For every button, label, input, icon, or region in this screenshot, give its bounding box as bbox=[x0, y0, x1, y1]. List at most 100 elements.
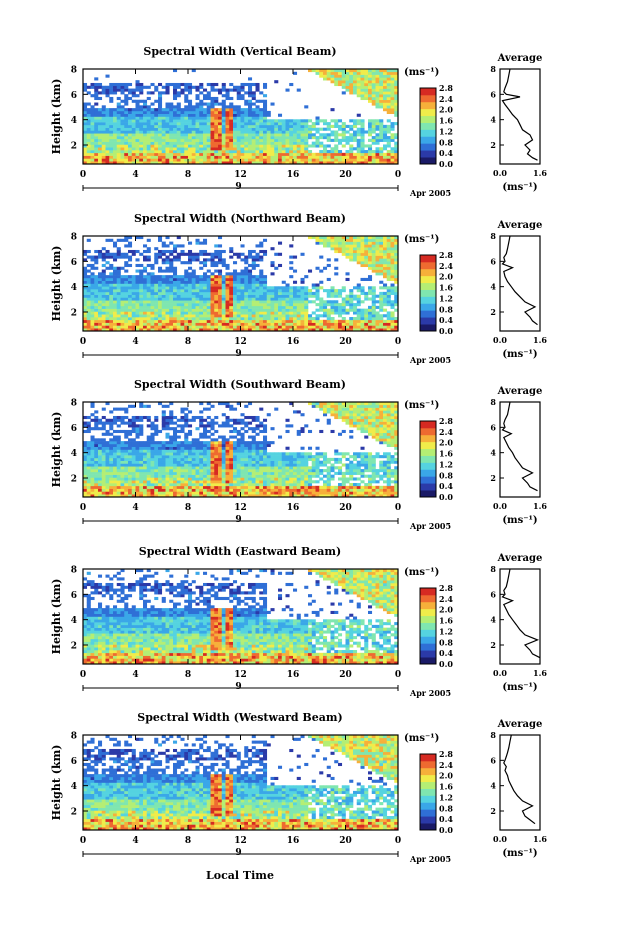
heatmap-cell bbox=[124, 138, 129, 142]
heatmap-cell bbox=[319, 303, 324, 307]
heatmap-cell bbox=[240, 85, 245, 89]
heatmap-cell bbox=[128, 404, 133, 408]
heatmap-cell bbox=[323, 147, 328, 151]
heatmap-cell bbox=[180, 455, 185, 459]
heatmap-cell bbox=[169, 144, 174, 148]
heatmap-cell bbox=[240, 303, 245, 307]
heatmap-cell bbox=[139, 263, 144, 268]
heatmap-cell bbox=[158, 314, 163, 318]
heatmap-cell bbox=[116, 328, 121, 332]
heatmap-cell bbox=[135, 457, 140, 461]
heatmap-cell bbox=[379, 119, 384, 123]
heatmap-cell bbox=[124, 460, 129, 464]
heatmap-cell bbox=[176, 488, 181, 492]
heatmap-cell bbox=[154, 432, 159, 436]
heatmap-cell bbox=[128, 141, 133, 145]
heatmap-cell bbox=[353, 286, 358, 290]
heatmap-cell bbox=[300, 252, 305, 256]
heatmap-cell bbox=[139, 236, 144, 240]
heatmap-cell bbox=[311, 136, 316, 140]
heatmap-cell bbox=[150, 325, 155, 329]
heatmap-cell bbox=[300, 152, 305, 156]
heatmap-cell bbox=[259, 305, 264, 309]
heatmap-cell bbox=[83, 272, 88, 276]
heatmap-y-tick-label: 6 bbox=[71, 91, 77, 101]
heatmap-cell bbox=[326, 241, 331, 245]
heatmap-cell bbox=[83, 322, 88, 326]
heatmap-cell bbox=[274, 317, 279, 321]
heatmap-cell bbox=[199, 314, 204, 318]
heatmap-cell bbox=[176, 308, 181, 312]
heatmap-cell bbox=[191, 124, 196, 128]
heatmap-cell bbox=[221, 144, 226, 148]
heatmap-cell bbox=[169, 122, 174, 126]
heatmap-cell bbox=[188, 410, 193, 414]
heatmap-cell bbox=[371, 266, 376, 270]
heatmap-cell bbox=[124, 485, 129, 489]
heatmap-cell bbox=[300, 144, 305, 148]
heatmap-cell bbox=[124, 261, 129, 265]
heatmap-cell bbox=[90, 122, 95, 126]
heatmap-cell bbox=[191, 319, 196, 323]
heatmap-cell bbox=[105, 124, 110, 128]
heatmap-cell bbox=[158, 152, 163, 156]
heatmap-cell bbox=[124, 108, 129, 112]
heatmap-cell bbox=[236, 328, 241, 332]
heatmap-cell bbox=[368, 119, 373, 123]
heatmap-cell bbox=[334, 241, 339, 245]
heatmap-cell bbox=[124, 463, 129, 467]
heatmap-cell bbox=[158, 110, 163, 114]
heatmap-cell bbox=[128, 317, 133, 321]
heatmap-cell bbox=[169, 305, 174, 309]
heatmap-cell bbox=[120, 325, 125, 329]
heatmap-cell bbox=[90, 294, 95, 298]
heatmap-cell bbox=[165, 280, 170, 284]
heatmap-cell bbox=[248, 255, 253, 259]
heatmap-cell bbox=[248, 116, 253, 120]
heatmap-cell bbox=[338, 124, 343, 128]
heatmap-cell bbox=[349, 238, 354, 242]
heatmap-cell bbox=[248, 249, 253, 254]
heatmap-cell bbox=[368, 258, 373, 262]
heatmap-cell bbox=[150, 449, 155, 453]
heatmap-cell bbox=[154, 119, 159, 123]
heatmap-cell bbox=[161, 421, 166, 425]
average-x-tick-label: 0.0 bbox=[493, 335, 507, 345]
heatmap-cell bbox=[146, 91, 151, 95]
heatmap-cell bbox=[90, 272, 95, 276]
heatmap-cell bbox=[221, 138, 226, 142]
heatmap-cell bbox=[383, 94, 388, 98]
heatmap-cell bbox=[188, 261, 193, 265]
heatmap-cell bbox=[176, 155, 181, 159]
heatmap-cell bbox=[94, 108, 99, 112]
heatmap-cell bbox=[113, 441, 118, 445]
heatmap-cell bbox=[353, 322, 358, 326]
heatmap-cell bbox=[278, 158, 283, 162]
heatmap-cell bbox=[98, 491, 103, 495]
heatmap-cell bbox=[131, 249, 136, 254]
heatmap-cell bbox=[304, 150, 309, 154]
heatmap-cell bbox=[143, 138, 148, 142]
heatmap-cell bbox=[98, 122, 103, 126]
heatmap-cell bbox=[154, 252, 159, 256]
heatmap-cell bbox=[360, 85, 365, 89]
heatmap-cell bbox=[293, 322, 298, 326]
heatmap-cell bbox=[124, 152, 129, 156]
heatmap-cell bbox=[203, 263, 208, 268]
heatmap-cell bbox=[131, 130, 136, 134]
heatmap-cell bbox=[214, 150, 219, 154]
heatmap-cell bbox=[259, 297, 264, 301]
heatmap-cell bbox=[349, 328, 354, 332]
heatmap-cell bbox=[120, 152, 125, 156]
heatmap-cell bbox=[214, 82, 219, 87]
heatmap-cell bbox=[161, 446, 166, 450]
heatmap-cell bbox=[150, 133, 155, 137]
heatmap-cell bbox=[98, 272, 103, 276]
heatmap-cell bbox=[210, 294, 215, 298]
heatmap-cell bbox=[143, 300, 148, 304]
heatmap-cell bbox=[128, 286, 133, 290]
heatmap-cell bbox=[338, 241, 343, 245]
heatmap-cell bbox=[345, 300, 350, 304]
heatmap-cell bbox=[379, 280, 384, 284]
heatmap-cell bbox=[379, 138, 384, 142]
